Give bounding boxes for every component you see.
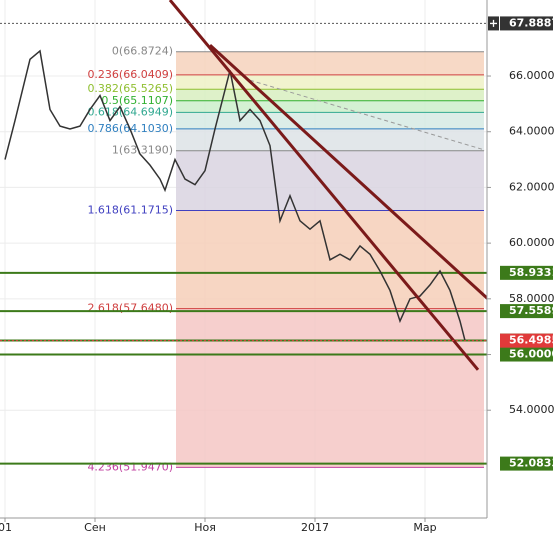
fib-label: 0.236(66.0409) (87, 68, 173, 81)
x-tick-label: 01 (0, 521, 12, 534)
y-tick-label: 54.0000 (509, 403, 554, 416)
y-tick-label: 64.0000 (509, 125, 554, 138)
level-label: 56.0000 (509, 348, 554, 361)
trend-line (168, 0, 480, 371)
fib-band (176, 89, 484, 101)
y-tick-label: 58.0000 (509, 292, 554, 305)
level-label: 57.5589 (509, 304, 554, 317)
level-label-box (500, 265, 553, 280)
add-icon (490, 19, 497, 27)
fib-band (176, 150, 484, 211)
trend-line (208, 44, 487, 301)
last-price-label-box (500, 333, 553, 348)
fib-band (176, 51, 484, 75)
fib-label: 1(63.3190) (112, 144, 173, 157)
fib-label: 0.382(65.5265) (87, 82, 173, 95)
x-tick-label: 2017 (301, 521, 329, 534)
level-label: 52.0833 (509, 457, 554, 470)
x-tick-label: Сен (84, 521, 106, 534)
price-line (4, 49, 466, 341)
fib-label: 2.618(57.6480) (87, 302, 173, 315)
y-tick-label: 66.0000 (509, 69, 554, 82)
fib-band (176, 112, 484, 129)
fib-band (176, 100, 484, 113)
x-tick-label: Мар (413, 521, 436, 534)
level-label-box (500, 347, 553, 362)
fib-label: 0.618(64.6949) (87, 105, 173, 118)
y-tick-label: 60.0000 (509, 236, 554, 249)
fib-band (176, 74, 484, 90)
top-price-label-box (500, 16, 553, 31)
fib-label: 1.618(61.1715) (87, 204, 173, 217)
fib-band (176, 308, 484, 468)
level-label-box (500, 304, 553, 319)
level-label-box (500, 456, 553, 471)
x-tick-label: Ноя (194, 521, 216, 534)
fib-label: 0(66.8724) (112, 45, 173, 58)
y-tick-label: 62.0000 (509, 180, 554, 193)
last-price-label: 56.4985 (509, 334, 554, 347)
dashed-trend-line (249, 79, 486, 151)
fib-label: 4.236(51.9470) (87, 460, 173, 473)
plot-area: 0(66.8724)0.236(66.0409)0.382(65.5265)0.… (0, 0, 487, 518)
fib-band (176, 128, 484, 151)
top-price-label: 67.8887 (509, 16, 554, 29)
level-label: 58.9331 (509, 266, 554, 279)
fib-label: 0.5(65.1107) (101, 94, 173, 107)
